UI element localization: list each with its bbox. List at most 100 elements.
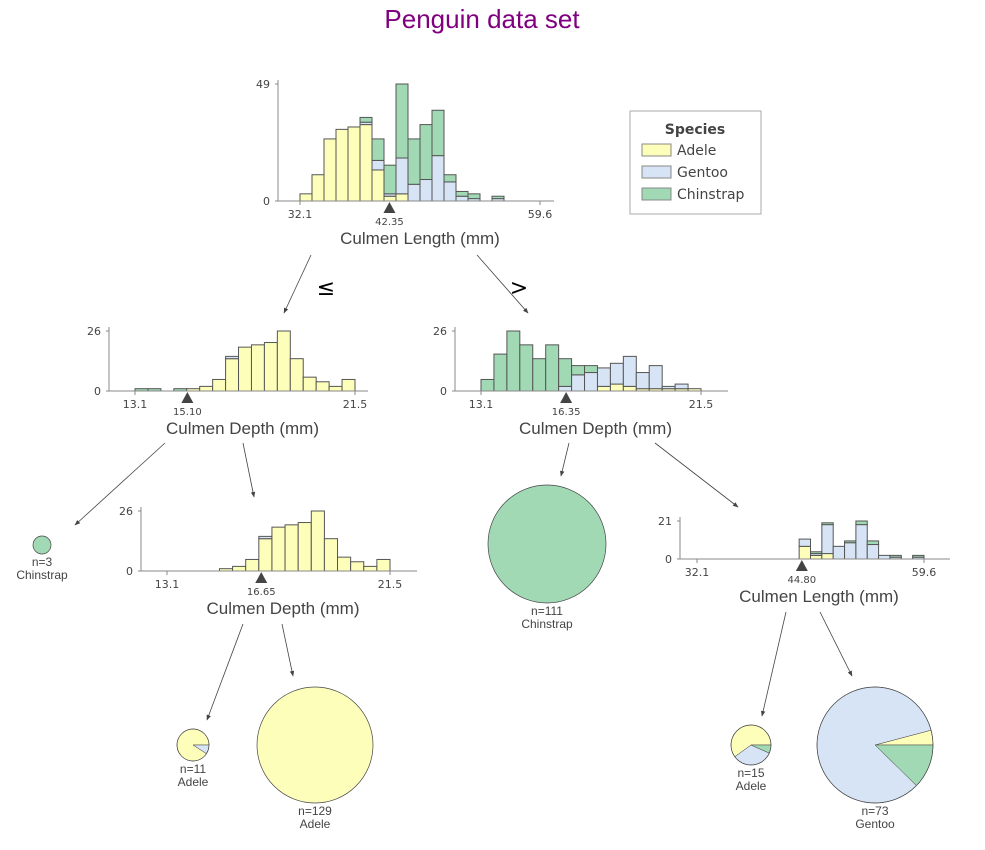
x-tick-label: 21.5 — [689, 398, 714, 411]
histogram-bar-gentoo — [419, 179, 433, 202]
chart-title: Penguin data set — [384, 4, 580, 34]
split-value: 16.35 — [552, 407, 581, 418]
histogram-bar-chinstrap — [584, 365, 598, 374]
histogram-bar-adele — [302, 376, 317, 392]
split-marker-icon — [255, 572, 268, 583]
histogram-bar-adele — [798, 545, 812, 560]
split-value: 42.35 — [375, 217, 404, 228]
histogram-bar-adele — [311, 174, 325, 202]
leaf-sample-count: n=73 — [861, 804, 888, 818]
histogram-bar-gentoo — [878, 554, 891, 560]
histogram-bar-gentoo — [558, 385, 573, 392]
tree-edges — [74, 254, 853, 721]
pie-slice-adele — [256, 686, 374, 804]
pie-outline — [176, 728, 210, 762]
histogram-bar-chinstrap — [480, 378, 495, 392]
histogram-bar-gentoo — [844, 542, 857, 560]
histogram-bar-chinstrap — [359, 116, 373, 123]
histogram-bar-adele — [609, 383, 624, 392]
histogram-bar-adele — [337, 556, 352, 572]
histogram-bar-adele — [821, 553, 834, 560]
histogram-bar-adele — [323, 538, 339, 572]
leaf-sample-count: n=15 — [737, 766, 764, 780]
leaf-class-label: Adele — [300, 817, 331, 831]
histogram-bar-chinstrap — [844, 540, 857, 544]
tree-edge-arrow — [206, 623, 244, 721]
pie-outline — [730, 724, 772, 766]
feature-label: Culmen Length (mm) — [340, 229, 500, 248]
histogram-bar-chinstrap — [519, 344, 534, 392]
histogram-bar-gentoo — [443, 181, 457, 202]
legend-item-adele: Adele — [641, 143, 716, 159]
histogram-bar-chinstrap — [491, 195, 505, 200]
histogram-bar-adele — [341, 378, 356, 392]
histogram-bar-chinstrap — [407, 138, 421, 185]
x-tick-label: 21.5 — [378, 578, 403, 591]
histogram-bar-adele — [347, 126, 361, 202]
histogram-bar-adele — [263, 342, 278, 392]
histogram-bar-gentoo — [855, 524, 868, 560]
histogram-bar-adele — [323, 138, 337, 202]
leaf-class-label: Chinstrap — [16, 568, 68, 582]
histogram-bar-gentoo — [798, 538, 812, 547]
tree-edge-arrow — [654, 442, 739, 508]
feature-label: Culmen Depth (mm) — [519, 419, 672, 438]
histogram-bar-chinstrap — [571, 365, 586, 376]
x-tick-label: 59.6 — [912, 566, 937, 579]
histogram-bar-adele — [212, 378, 227, 392]
histogram-bar-chinstrap — [493, 353, 508, 392]
y-tick-label: 26 — [119, 505, 133, 518]
histogram-bar-gentoo — [635, 372, 650, 390]
tree-edge-arrow — [560, 442, 570, 477]
feature-label: Culmen Length (mm) — [739, 587, 899, 606]
histogram-bar-adele — [335, 128, 349, 202]
x-tick-label: 59.6 — [528, 208, 553, 221]
legend: Species Adele Gentoo Chinstrap — [629, 110, 762, 215]
split-value: 44.80 — [788, 575, 817, 586]
histogram-bar-gentoo — [609, 362, 624, 385]
y-tick-label: 0 — [440, 385, 447, 398]
leaf-sample-count: n=129 — [298, 804, 332, 818]
histogram-bar-chinstrap — [810, 551, 823, 555]
histogram-bar-chinstrap — [371, 138, 385, 161]
pie-outline — [816, 686, 934, 804]
histogram-bar-adele — [238, 346, 252, 392]
split-value: 16.65 — [247, 587, 276, 598]
histogram-bar-adele — [289, 358, 304, 392]
histogram-bar-gentoo — [674, 383, 689, 390]
histogram-bar-adele — [225, 358, 240, 392]
histogram-bar-chinstrap — [506, 330, 521, 392]
histogram-bar-gentoo — [821, 524, 834, 555]
legend-item-gentoo: Gentoo — [641, 165, 728, 181]
x-tick-label: 13.1 — [469, 398, 494, 411]
pie-slice-chinstrap — [487, 484, 607, 604]
legend-swatch — [641, 165, 672, 179]
split-value: 15.10 — [173, 407, 202, 418]
histogram-bar-gentoo — [431, 155, 445, 202]
histogram-bar-chinstrap — [467, 193, 481, 200]
histogram-bar-gentoo — [395, 157, 409, 195]
y-tick-label: 26 — [87, 325, 101, 338]
histogram-bar-adele — [310, 510, 325, 572]
histogram-bar-adele — [350, 561, 365, 572]
leaf-class-label: Chinstrap — [521, 617, 573, 631]
histogram-bar-gentoo — [596, 367, 611, 387]
histogram-bar-chinstrap — [532, 358, 547, 392]
histogram-bar-gentoo — [622, 355, 637, 387]
feature-label: Culmen Depth (mm) — [206, 599, 359, 618]
x-tick-label: 13.1 — [155, 578, 180, 591]
histogram-bar-chinstrap — [821, 522, 834, 526]
histogram-bar-adele — [376, 558, 391, 572]
histogram-bar-chinstrap — [889, 554, 902, 558]
legend-label: Adele — [677, 143, 716, 159]
histogram-bar-adele — [371, 169, 385, 202]
split-marker-icon — [560, 392, 573, 403]
